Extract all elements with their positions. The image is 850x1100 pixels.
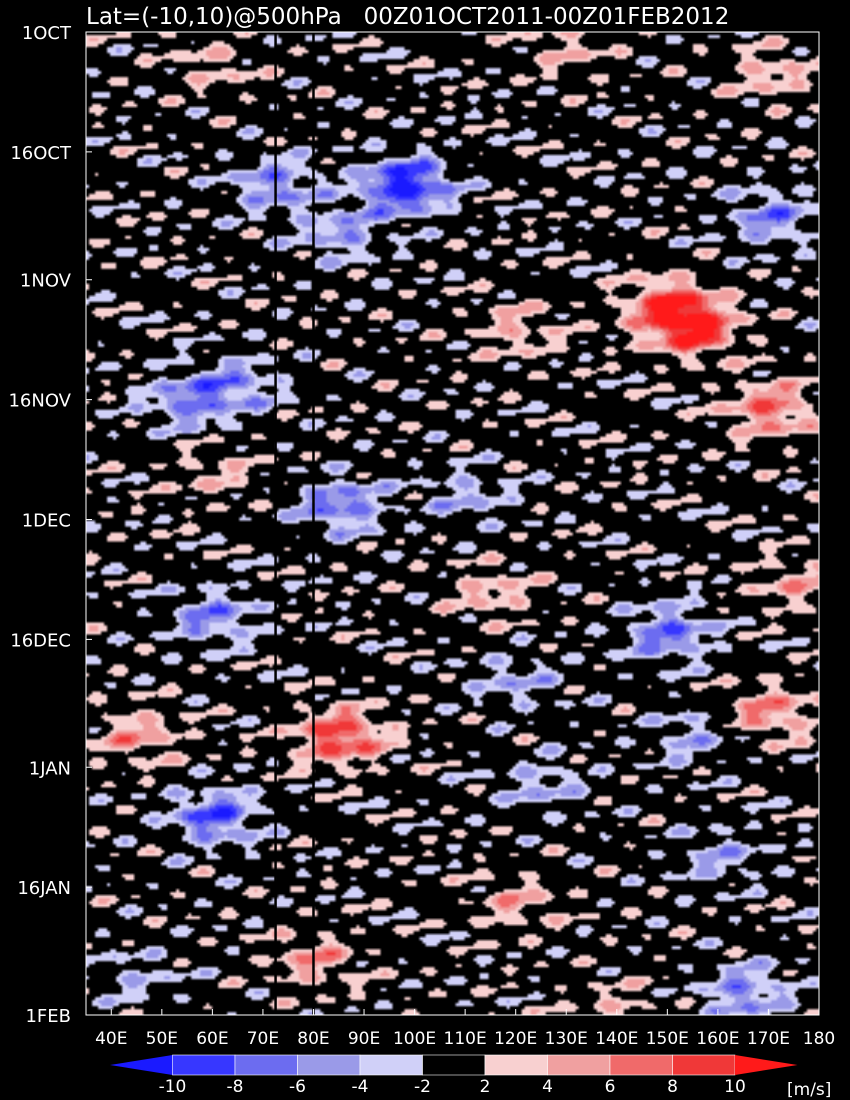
colorbar-arrow-high bbox=[735, 1055, 798, 1075]
x-tick-label: 170E bbox=[747, 1029, 790, 1049]
x-tick-label: 160E bbox=[696, 1029, 739, 1049]
y-tick-label: 1FEB bbox=[25, 1006, 71, 1027]
colorbar-swatch bbox=[172, 1054, 236, 1076]
x-axis: 40E 50E 60E 70E 80E 90E 100E 110E 120E 130E 140E 15… bbox=[95, 1009, 835, 1049]
colorbar-arrow-low bbox=[110, 1055, 173, 1075]
y-tick-label: 16OCT bbox=[10, 143, 72, 164]
y-tick-label: 1NOV bbox=[20, 271, 72, 292]
colorbar-label: -2 bbox=[414, 1077, 431, 1097]
y-axis: 1OCT 16OCT 1NOV 16NOV 1DEC 16DEC 1JAN 16JAN 1FEB bbox=[8, 23, 92, 1027]
colorbar-label: -10 bbox=[159, 1077, 187, 1097]
colorbar-swatch bbox=[672, 1054, 736, 1076]
y-tick-label: 16JAN bbox=[17, 878, 71, 899]
colorbar-label: -6 bbox=[289, 1077, 306, 1097]
colorbar-label: 4 bbox=[542, 1077, 553, 1097]
colorbar-swatch bbox=[297, 1054, 361, 1076]
x-tick-label: 70E bbox=[247, 1029, 279, 1049]
y-tick-label: 16NOV bbox=[8, 391, 71, 412]
colorbar-label: 8 bbox=[667, 1077, 678, 1097]
colorbar-swatch bbox=[609, 1054, 673, 1076]
x-tick-label: 120E bbox=[494, 1029, 537, 1049]
y-tick-label: 1DEC bbox=[22, 511, 71, 532]
colorbar-swatch bbox=[484, 1054, 548, 1076]
x-tick-label: 90E bbox=[348, 1029, 380, 1049]
colorbar-swatch bbox=[234, 1054, 298, 1076]
colorbar-swatch bbox=[359, 1054, 423, 1076]
x-tick-label: 100E bbox=[393, 1029, 436, 1049]
x-tick-label: 180 bbox=[803, 1029, 835, 1049]
x-tick-label: 110E bbox=[444, 1029, 487, 1049]
x-tick-label: 80E bbox=[297, 1029, 329, 1049]
colorbar-label: 6 bbox=[605, 1077, 616, 1097]
anomaly-field bbox=[86, 32, 819, 1015]
x-tick-label: 50E bbox=[146, 1029, 178, 1049]
y-tick-label: 1JAN bbox=[29, 758, 71, 779]
x-tick-label: 40E bbox=[95, 1029, 127, 1049]
colorbar-label: -8 bbox=[227, 1077, 244, 1097]
colorbar-unit: [m/s] bbox=[787, 1080, 831, 1100]
colorbar-label: 2 bbox=[480, 1077, 491, 1097]
y-tick-label: 16DEC bbox=[10, 630, 71, 651]
colorbar-label: 10 bbox=[724, 1077, 746, 1097]
reference-lines bbox=[274, 32, 315, 1015]
x-tick-label: 130E bbox=[545, 1029, 588, 1049]
colorbar-swatch bbox=[422, 1054, 486, 1076]
x-tick-label: 150E bbox=[646, 1029, 689, 1049]
plot-area bbox=[86, 32, 819, 1015]
y-tick-label: 1OCT bbox=[22, 23, 72, 44]
chart-title: Lat=(-10,10)@500hPa 00Z01OCT2011-00Z01FE… bbox=[86, 4, 729, 30]
x-tick-label: 60E bbox=[196, 1029, 228, 1049]
colorbar-legend: -10 -8 -6 -4 -2 2 4 6 8 10 bbox=[110, 1054, 798, 1097]
colorbar-label: -4 bbox=[352, 1077, 369, 1097]
colorbar-swatch bbox=[547, 1054, 611, 1076]
plot-frame bbox=[85, 31, 820, 1016]
x-tick-label: 140E bbox=[595, 1029, 638, 1049]
